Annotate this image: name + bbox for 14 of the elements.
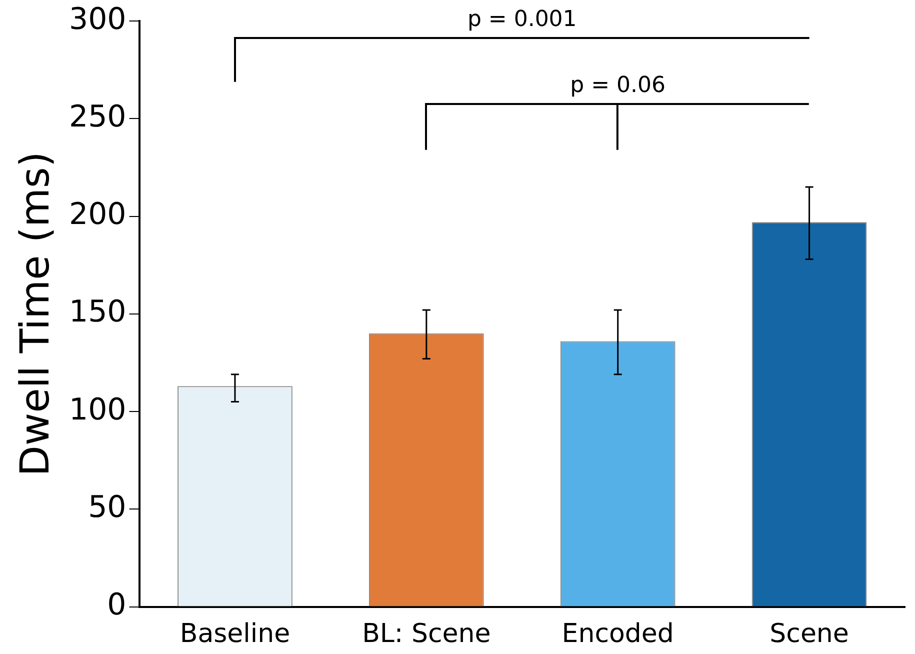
x-tick-label: BL: Scene bbox=[362, 619, 491, 650]
y-tick-label: 300 bbox=[68, 2, 126, 37]
y-tick-label: 50 bbox=[88, 490, 126, 525]
y-tick-label: 250 bbox=[68, 99, 126, 134]
annotation: p = 0.001 bbox=[467, 6, 577, 32]
y-axis-title: Dwell Time (ms) bbox=[12, 152, 58, 476]
x-tick-label: Scene bbox=[770, 619, 849, 650]
annotation: p = 0.06 bbox=[570, 73, 666, 98]
y-tick-label: 200 bbox=[68, 197, 126, 232]
x-tick-label: Encoded bbox=[562, 619, 674, 650]
y-tick-label: 150 bbox=[68, 294, 126, 330]
x-tick-label: Baseline bbox=[180, 619, 290, 650]
y-tick-label: 100 bbox=[68, 392, 126, 428]
y-tick-label: 0 bbox=[107, 588, 126, 623]
